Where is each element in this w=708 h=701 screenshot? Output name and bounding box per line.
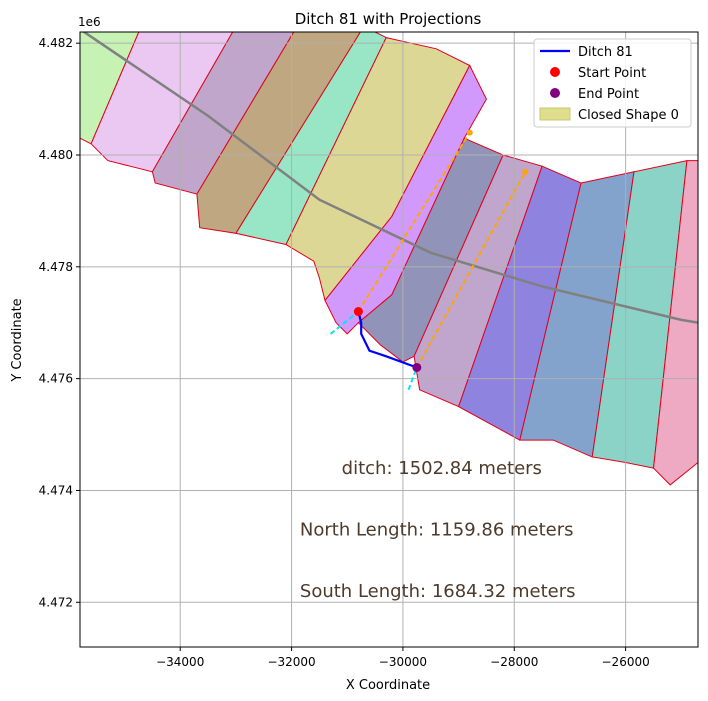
chart-title: Ditch 81 with Projections xyxy=(295,10,482,28)
legend-label: Start Point xyxy=(578,66,646,81)
parcel-11 xyxy=(591,159,688,469)
legend-swatch-patch xyxy=(539,107,571,121)
y-axis: 4.472 4.474 4.476 4.478 4.480 4.482 xyxy=(39,36,80,609)
overlay-layer xyxy=(81,32,698,391)
parcel-3 xyxy=(196,32,362,234)
annotation-layer: ditch: 1502.84 meters North Length: 1159.… xyxy=(300,458,576,602)
centerline xyxy=(81,32,698,324)
north-projection-end-marker xyxy=(466,129,473,136)
x-tick-label: −28000 xyxy=(490,655,538,669)
south-projection-line xyxy=(415,171,527,368)
annotation-text: North Length: 1159.86 meters xyxy=(300,520,574,541)
end-point xyxy=(412,362,422,372)
grid-lines xyxy=(80,32,698,647)
legend-label: Closed Shape 0 xyxy=(578,108,679,123)
legend-label: End Point xyxy=(578,87,639,102)
parcel-layer xyxy=(80,32,698,486)
annotation-text: ditch: 1502.84 meters xyxy=(342,458,542,479)
annotation-text: South Length: 1684.32 meters xyxy=(300,581,576,602)
x-axis: −34000 −32000 −30000 −28000 −26000 xyxy=(156,647,650,669)
legend-box xyxy=(533,38,692,128)
y-tick-label: 4.478 xyxy=(39,260,73,274)
north-projection-stub xyxy=(329,310,360,335)
legend-swatch-dot xyxy=(550,67,560,77)
legend-label: Ditch 81 xyxy=(578,45,633,60)
x-tick-label: −32000 xyxy=(267,655,315,669)
y-offset-label: 1e6 xyxy=(78,15,101,29)
y-tick-label: 4.482 xyxy=(39,36,73,50)
y-tick-label: 4.480 xyxy=(39,148,73,162)
north-projection-line xyxy=(357,132,471,313)
south-projection-end-marker xyxy=(522,168,529,175)
x-tick-label: −34000 xyxy=(156,655,204,669)
legend: Ditch 81 Start Point End Point Closed Shape… xyxy=(533,38,692,128)
legend-swatch-dot xyxy=(550,88,560,98)
ditch-line xyxy=(357,311,418,369)
start-point xyxy=(353,307,363,317)
y-axis-label: Y Coordinate xyxy=(10,298,25,382)
x-axis-label: X Coordinate xyxy=(346,678,430,693)
x-tick-label: −26000 xyxy=(602,655,650,669)
parcel-2 xyxy=(151,32,295,195)
parcel-1 xyxy=(90,32,234,173)
y-tick-label: 4.472 xyxy=(39,595,73,609)
y-tick-label: 4.474 xyxy=(39,483,73,497)
parcel-8 xyxy=(413,154,543,408)
y-tick-label: 4.476 xyxy=(39,372,73,386)
plot-frame xyxy=(79,31,699,648)
parcel-12 xyxy=(652,160,698,486)
x-tick-label: −30000 xyxy=(379,655,427,669)
